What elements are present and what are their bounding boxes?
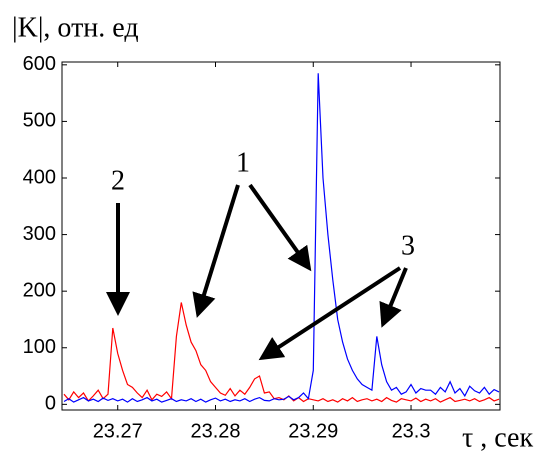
data-line <box>63 73 500 403</box>
y-tick-label: 500 <box>23 110 56 132</box>
x-axis-label: τ , сек <box>462 422 533 453</box>
axes-frame <box>61 61 501 411</box>
x-tick-label: 23.3 <box>392 420 431 442</box>
y-tick-label: 600 <box>23 53 56 75</box>
x-tick-label: 23.27 <box>93 420 143 442</box>
y-tick-label: 300 <box>23 223 56 245</box>
y-axis-label: |K|, отн. ед <box>12 12 139 43</box>
x-tick-label: 23.28 <box>190 420 240 442</box>
annotation: 3 <box>401 230 415 261</box>
data-line <box>63 302 500 403</box>
y-tick-label: 200 <box>23 279 56 301</box>
y-tick-label: 400 <box>23 166 56 188</box>
annotation: 2 <box>111 165 125 196</box>
arrow <box>192 184 240 318</box>
y-tick-label: 0 <box>45 393 56 415</box>
arrow <box>379 267 408 328</box>
annotations: 1 2 3 <box>106 147 415 361</box>
arrow <box>248 183 312 272</box>
y-tick-label: 100 <box>23 336 56 358</box>
annotation: 1 <box>236 147 250 178</box>
plot-area: 0 100 200 300 400 500 600 23.27 23.28 23.29 23.3 <box>23 53 501 442</box>
arrow <box>258 266 402 361</box>
x-tick-label: 23.29 <box>288 420 338 442</box>
